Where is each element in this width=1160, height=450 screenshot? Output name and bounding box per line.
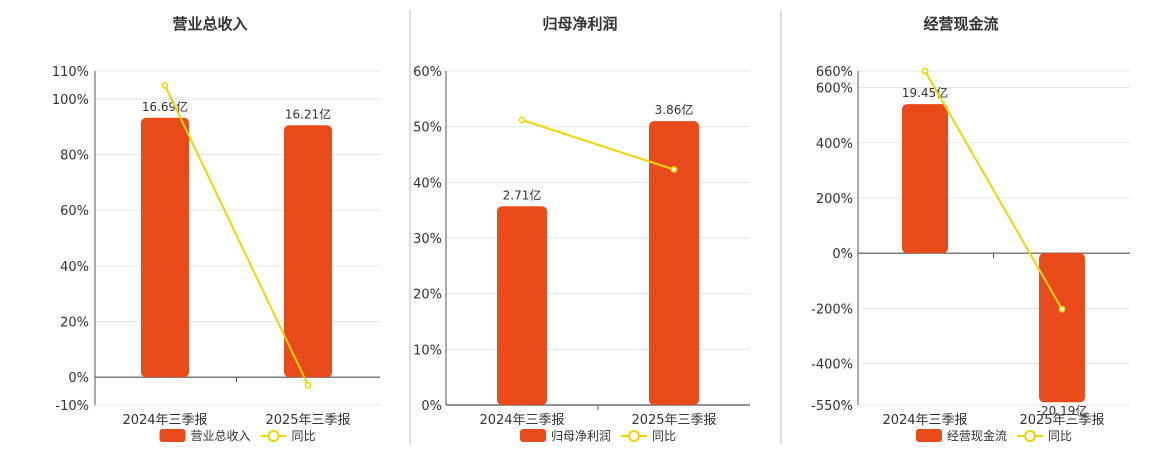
- chart-3-category-label: 2024年三季报: [882, 413, 967, 428]
- chart-2-yoy-line: [521, 119, 675, 171]
- chart-3-title: 经营现金流: [923, 15, 998, 33]
- chart-2-ytick-label: 20%: [413, 288, 442, 303]
- chart-1-yoy-point: [304, 381, 312, 389]
- chart-3-ytick-label: 400%: [816, 137, 853, 152]
- chart-2-title: 归母净利润: [542, 15, 617, 33]
- chart-2-ytick-label: 60%: [413, 65, 442, 80]
- chart-3-legend-line-marker: [1024, 430, 1036, 442]
- chart-1-ytick-label: 100%: [52, 93, 89, 108]
- chart-3-category-label: 2025年三季报: [1019, 413, 1104, 428]
- chart-1-bar: [141, 117, 189, 378]
- chart-3-yoy-line: [924, 70, 1063, 310]
- chart-2-ytick-label: 50%: [413, 121, 442, 136]
- chart-3-bar-data-label: 19.45亿: [902, 85, 948, 100]
- chart-3-ytick-label: 200%: [816, 192, 853, 207]
- chart-3-legend-bar-label: 经营现金流: [947, 428, 1007, 443]
- chart-1-ytick-label: 20%: [60, 316, 89, 331]
- chart-3-legend-bar-swatch: [916, 429, 942, 442]
- chart-1-legend-bar-swatch: [159, 429, 186, 442]
- chart-3-yoy-point: [1058, 305, 1066, 313]
- chart-3-ytick-label: -200%: [811, 302, 853, 317]
- chart-3-bar-data-label: -20.19亿: [1037, 403, 1088, 418]
- chart-2-bar-data-label: 2.71亿: [503, 187, 542, 202]
- chart-1-title: 营业总收入: [172, 15, 247, 33]
- chart-2-ytick-label: 40%: [413, 176, 442, 191]
- chart-2-yoy-point: [518, 116, 526, 124]
- chart-3-bar: [1039, 253, 1085, 403]
- chart-1-legend-line-label: 同比: [292, 429, 316, 443]
- chart-1-legend-line-marker: [267, 430, 280, 442]
- chart-2-bar: [649, 121, 699, 405]
- chart-2-ytick-label: 30%: [413, 232, 442, 247]
- chart-3-yoy-point: [921, 67, 929, 75]
- chart-2-category-label: 2024年三季报: [479, 413, 564, 428]
- chart-1-bar-data-label: 16.69亿: [142, 99, 188, 114]
- chart-1-bar-data-label: 16.21亿: [285, 106, 331, 121]
- chart-1-legend-bar-label: 营业总收入: [191, 429, 251, 443]
- chart-1-yoy-point: [161, 82, 169, 89]
- chart-1-ytick-label: 110%: [52, 65, 89, 80]
- chart-1-ytick-label: -10%: [55, 399, 89, 414]
- chart-3-legend-line-label: 同比: [1048, 429, 1072, 443]
- chart-1-category-label: 2025年三季报: [265, 413, 350, 428]
- chart-3-bar: [902, 104, 948, 254]
- chart-2-ytick-label: 10%: [413, 343, 442, 358]
- chart-2-ytick-label: 0%: [421, 399, 442, 414]
- chart-2-bar: [497, 206, 547, 405]
- chart-3-ytick-label: -550%: [811, 399, 853, 414]
- chart-3-ytick-label: 660%: [816, 65, 853, 80]
- chart-2-yoy-point: [670, 166, 678, 173]
- chart-1-bar: [284, 125, 332, 378]
- chart-2-legend-line-label: 同比: [652, 429, 676, 443]
- chart-1-category-label: 2024年三季报: [122, 413, 207, 428]
- chart-2-legend-bar-label: 归母净利润: [551, 429, 611, 443]
- chart-2-category-label: 2025年三季报: [631, 413, 716, 428]
- chart-2-legend-line-marker: [628, 430, 640, 442]
- chart-1-yoy-line: [164, 85, 309, 386]
- chart-1-ytick-label: 40%: [60, 260, 89, 275]
- chart-3-ytick-label: -400%: [811, 358, 853, 373]
- chart-2-legend-bar-swatch: [520, 429, 546, 442]
- chart-1-ytick-label: 60%: [60, 204, 89, 219]
- chart-2-bar-data-label: 3.86亿: [655, 102, 694, 117]
- chart-3-ytick-label: 600%: [816, 82, 853, 97]
- chart-3-ytick-label: 0%: [832, 247, 853, 262]
- chart-1-ytick-label: 0%: [68, 371, 89, 386]
- chart-1-ytick-label: 80%: [60, 149, 89, 164]
